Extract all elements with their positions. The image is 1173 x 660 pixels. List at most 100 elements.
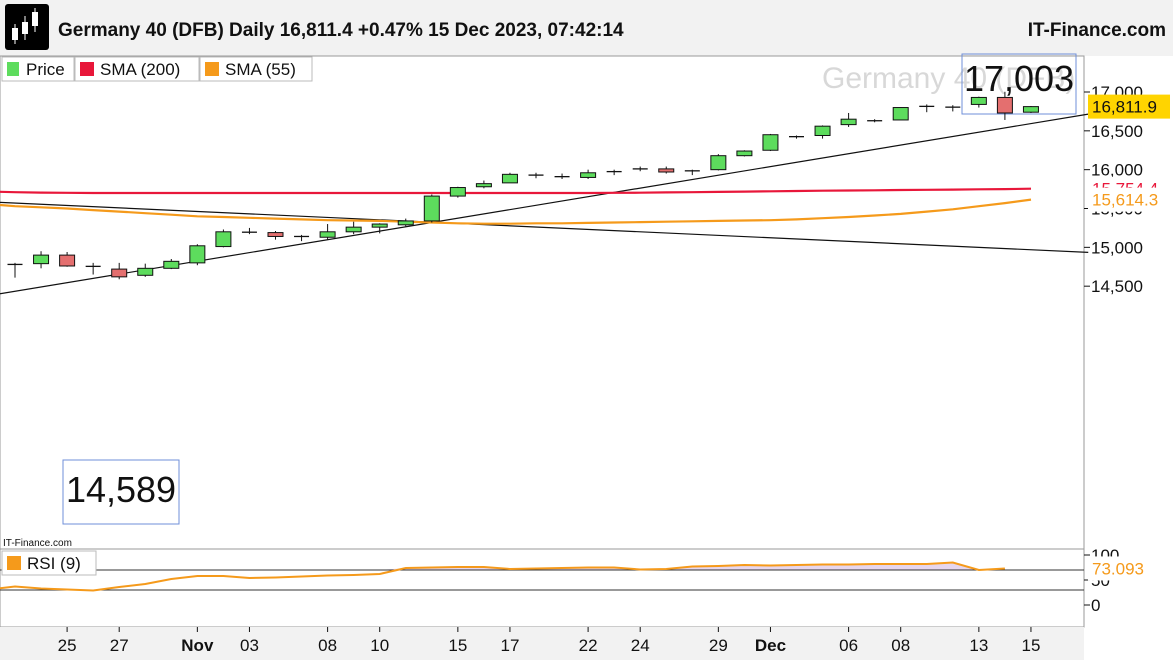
rsi-legend-label: RSI (9) [27, 554, 81, 573]
candle-body [501, 173, 518, 184]
rsi-panel[interactable] [0, 548, 1085, 628]
legend-swatch-price [7, 62, 19, 76]
candle-body [658, 168, 675, 173]
candle [528, 172, 544, 179]
candle-body [840, 118, 857, 126]
candle [945, 105, 961, 112]
x-tick-label: 13 [969, 636, 988, 655]
candle [919, 104, 935, 113]
price-panel[interactable] [0, 55, 1085, 550]
candle-body [814, 125, 831, 136]
candle-body [970, 96, 987, 105]
candle-body [163, 260, 180, 269]
candle [163, 258, 180, 270]
candle-body [762, 134, 779, 151]
x-tick-label: 27 [110, 636, 129, 655]
candle-body [59, 254, 76, 267]
candle [580, 169, 597, 179]
chart-title: Germany 40 (DFB) Daily 16,811.4 +0.47% 1… [58, 20, 624, 41]
candle [397, 218, 414, 227]
candle [475, 180, 492, 189]
candle-body [111, 268, 128, 278]
candle [59, 252, 76, 267]
source-label: IT-Finance.com [3, 538, 72, 549]
candle [345, 221, 362, 235]
candle [189, 244, 206, 266]
x-tick-label: 03 [240, 636, 259, 655]
x-tick-label: 29 [709, 636, 728, 655]
candle [449, 186, 466, 198]
legend-label-sma200: SMA (200) [100, 60, 180, 79]
candle [970, 96, 987, 108]
trendline-downtrend [0, 201, 1089, 253]
price-tag-last-price: 16,811.9 [1088, 94, 1170, 119]
candle [996, 91, 1013, 120]
x-tick-label: 15 [1021, 636, 1040, 655]
legend-label-price: Price [26, 60, 65, 79]
candle [501, 172, 518, 184]
legend-swatch-sma55 [205, 62, 219, 76]
rsi-overbought-fill [0, 562, 1005, 570]
sma200-line [0, 187, 1032, 195]
candle [606, 169, 622, 176]
price-tag-sma55: 15,614.3 [1088, 187, 1170, 212]
x-tick-label: 10 [370, 636, 389, 655]
candle [554, 173, 570, 179]
sma55-line [0, 198, 1032, 225]
annotation-high-label: 17,003 [964, 58, 1074, 99]
legend-item-sma200[interactable] [74, 56, 200, 82]
price-y-axis: 14,50015,00015,50016,00016,50017,00016,8… [1084, 83, 1170, 296]
y-tick-label: 16,000 [1091, 161, 1143, 180]
x-tick-label: Nov [181, 636, 214, 655]
price-tag-label: 15,614.3 [1092, 191, 1158, 210]
candle [319, 224, 336, 240]
candle [215, 229, 232, 248]
rsi-tag-label: 73.093 [1092, 559, 1144, 578]
candle [814, 125, 831, 139]
x-tick-label: 15 [448, 636, 467, 655]
annotation-low-label: 14,589 [66, 469, 176, 510]
candle-body [710, 155, 727, 171]
candle [710, 154, 727, 171]
watermark: Germany 40 (DFB) [822, 62, 1075, 95]
candle [736, 150, 753, 157]
legend: Price SMA (200) SMA (55) [1, 56, 313, 82]
candle-body [423, 195, 440, 222]
x-tick-label: 06 [839, 636, 858, 655]
candle-body [33, 254, 50, 265]
candle-body [137, 267, 154, 276]
price-tag-bg [1088, 187, 1170, 212]
candle-body [892, 107, 909, 121]
price-tag-label: 16,811.9 [1092, 98, 1157, 117]
x-tick-label: Dec [755, 636, 786, 655]
x-tick-label: 22 [579, 636, 598, 655]
app-logo-icon [5, 4, 49, 50]
annotation-low-box [62, 459, 180, 525]
candle-body [215, 231, 232, 248]
brand-label: IT-Finance.com [1028, 20, 1166, 41]
candle [1022, 105, 1039, 113]
candle-body [319, 231, 336, 238]
candle [789, 135, 804, 139]
candle [294, 234, 310, 242]
candle-body [449, 187, 466, 197]
x-tick-label: 08 [891, 636, 910, 655]
candle-body [371, 223, 388, 228]
header-bar [0, 0, 1173, 56]
y-tick-label: 15,000 [1091, 238, 1143, 257]
candle [840, 112, 857, 127]
legend-swatch-sma200 [80, 62, 94, 76]
candle [137, 263, 154, 277]
candle-body [345, 226, 362, 233]
legend-label-sma55: SMA (55) [225, 60, 296, 79]
x-tick-label: 08 [318, 636, 337, 655]
candle-body [580, 172, 597, 178]
x-tick-label: 25 [58, 636, 77, 655]
candle [892, 107, 909, 121]
x-tick-label: 17 [500, 636, 519, 655]
candle-body [397, 220, 414, 226]
annotation-high-box [961, 53, 1077, 115]
